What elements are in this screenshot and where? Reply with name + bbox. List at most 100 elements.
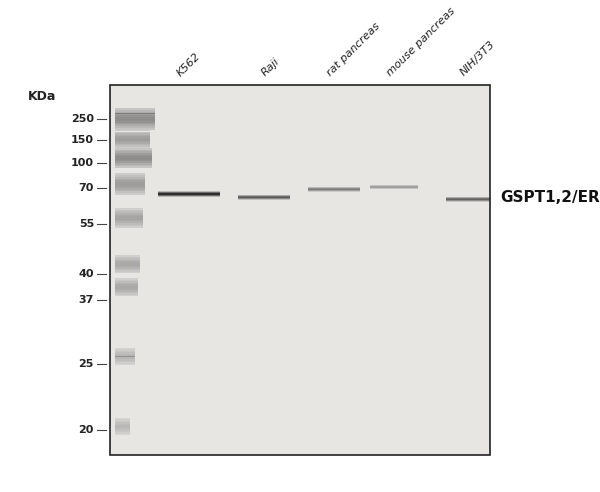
Bar (115, 126, 155, 128)
Bar (115, 422, 130, 424)
Bar (115, 287, 138, 288)
Bar (158, 194, 220, 195)
Bar (115, 187, 145, 189)
Bar (115, 131, 150, 133)
Bar (115, 212, 143, 213)
Bar (115, 269, 140, 270)
Text: 70: 70 (79, 183, 94, 193)
Bar (158, 196, 220, 197)
Bar (115, 166, 152, 168)
Bar (446, 196, 490, 197)
Bar (115, 425, 130, 427)
Bar (115, 358, 135, 359)
Bar (115, 282, 138, 284)
Bar (115, 288, 138, 290)
Bar (115, 359, 135, 361)
Bar (115, 191, 145, 193)
Text: Raji: Raji (260, 56, 282, 78)
Bar (115, 266, 140, 267)
Bar (115, 215, 143, 216)
Bar (115, 348, 135, 349)
Bar (115, 278, 138, 279)
Text: 20: 20 (79, 425, 94, 435)
Bar (115, 216, 143, 218)
Bar (308, 190, 360, 191)
Bar (115, 270, 140, 272)
Bar (115, 261, 140, 263)
Bar (115, 291, 138, 293)
Bar (115, 430, 130, 431)
Bar (158, 192, 220, 193)
Bar (115, 255, 140, 256)
Bar (308, 188, 360, 189)
Bar (115, 139, 150, 141)
Text: 150: 150 (71, 135, 94, 145)
Bar (115, 165, 152, 166)
Bar (115, 362, 135, 364)
Bar (115, 154, 152, 156)
Bar (115, 357, 135, 358)
Bar (115, 119, 155, 121)
Bar (115, 142, 150, 144)
Bar (115, 136, 150, 137)
Bar (110, 85, 490, 455)
Bar (115, 108, 155, 110)
Bar (446, 199, 490, 200)
Text: 100: 100 (71, 158, 94, 168)
Bar (158, 195, 220, 196)
Bar (446, 201, 490, 202)
Bar (115, 158, 152, 160)
Bar (115, 263, 140, 264)
Bar (115, 182, 145, 184)
Bar (446, 198, 490, 199)
Bar (115, 141, 150, 142)
Bar (308, 187, 360, 188)
Bar (115, 364, 135, 365)
Bar (115, 156, 152, 158)
Text: mouse pancreas: mouse pancreas (385, 6, 457, 78)
Bar (115, 421, 130, 422)
Bar (115, 144, 150, 145)
Bar (115, 352, 135, 354)
Bar (115, 427, 130, 428)
Bar (115, 186, 145, 187)
Bar (115, 208, 143, 210)
Bar (446, 197, 490, 198)
Bar (115, 256, 140, 258)
Bar (115, 267, 140, 269)
Bar (115, 189, 145, 191)
Bar (115, 218, 143, 219)
Bar (115, 147, 150, 148)
Text: 25: 25 (79, 359, 94, 369)
Bar (115, 419, 130, 421)
Bar (115, 431, 130, 432)
Text: rat pancreas: rat pancreas (325, 21, 382, 78)
Bar (238, 195, 290, 196)
Bar (115, 213, 143, 215)
Bar (115, 361, 135, 362)
Bar (115, 293, 138, 295)
Bar (115, 219, 143, 221)
Bar (115, 279, 138, 281)
Bar (115, 259, 140, 261)
Bar (115, 110, 155, 112)
Text: 37: 37 (79, 295, 94, 305)
Bar (446, 200, 490, 201)
Bar (115, 264, 140, 266)
Bar (115, 121, 155, 123)
Bar (115, 124, 155, 126)
Bar (115, 175, 145, 177)
Bar (115, 285, 138, 287)
Bar (115, 225, 143, 226)
Bar (308, 186, 360, 187)
Bar (115, 351, 135, 352)
Bar (115, 221, 143, 223)
Bar (115, 133, 150, 134)
Bar (115, 210, 143, 212)
Bar (115, 123, 155, 124)
Bar (115, 295, 138, 296)
Bar (115, 226, 143, 228)
Bar (158, 193, 220, 194)
Bar (115, 223, 143, 225)
Bar (115, 177, 145, 179)
